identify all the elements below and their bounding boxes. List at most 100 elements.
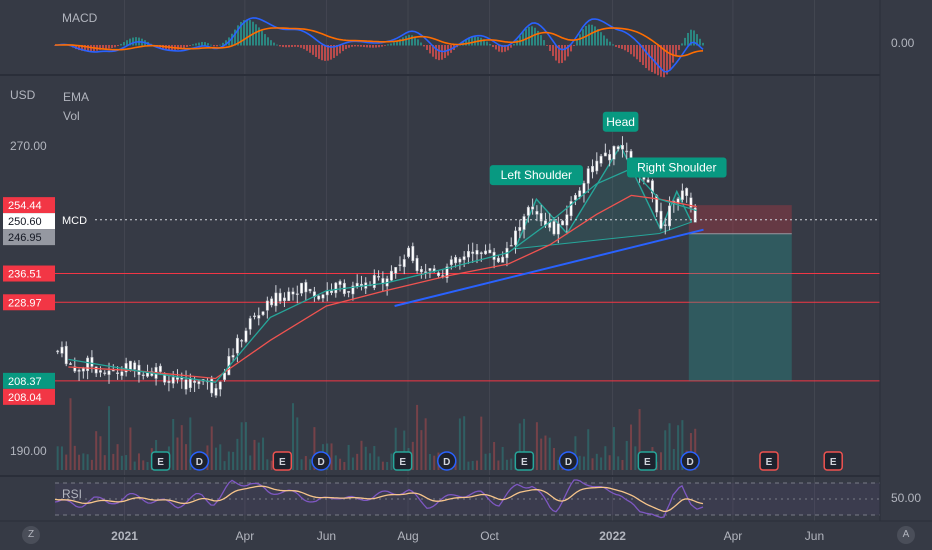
volume-bar bbox=[433, 455, 436, 470]
candle-body bbox=[377, 276, 381, 278]
volume-bar bbox=[672, 448, 675, 470]
macd-histogram-bar bbox=[516, 39, 518, 46]
volume-bar bbox=[480, 416, 483, 470]
candle-body bbox=[603, 152, 607, 157]
macd-histogram-bar bbox=[561, 45, 563, 63]
earnings-marker[interactable] bbox=[514, 451, 535, 471]
price-tag-box bbox=[3, 213, 55, 230]
macd-histogram-bar bbox=[339, 45, 341, 54]
macd-histogram-bar bbox=[432, 45, 434, 57]
take-profit-zone[interactable] bbox=[688, 233, 792, 381]
price-tag-box bbox=[3, 229, 55, 246]
macd-histogram-bar bbox=[663, 45, 665, 78]
time-axis-label: 2021 bbox=[111, 529, 138, 543]
candle-body bbox=[599, 155, 603, 164]
candle-body bbox=[334, 282, 338, 294]
macd-histogram-bar bbox=[402, 37, 404, 46]
earnings-marker[interactable] bbox=[150, 451, 171, 471]
auto-scale-button[interactable]: A bbox=[897, 526, 915, 544]
volume-bar bbox=[587, 429, 590, 470]
candle-body bbox=[479, 252, 483, 255]
macd-histogram-bar bbox=[621, 45, 623, 49]
candle-body bbox=[625, 150, 629, 153]
macd-histogram-bar bbox=[630, 45, 632, 55]
macd-histogram-bar bbox=[300, 45, 302, 48]
volume-bar bbox=[471, 460, 474, 470]
macd-histogram-bar bbox=[540, 35, 542, 46]
dividend-marker[interactable] bbox=[558, 451, 579, 471]
volume-bar bbox=[664, 430, 667, 470]
candle-body bbox=[372, 275, 376, 288]
macd-histogram-bar bbox=[438, 45, 440, 61]
macd-histogram-bar bbox=[84, 45, 86, 52]
macd-histogram-bar bbox=[324, 45, 326, 61]
dividend-marker[interactable] bbox=[189, 451, 210, 471]
macd-histogram-bar bbox=[684, 37, 686, 46]
candle-body bbox=[445, 266, 449, 279]
candle-body bbox=[73, 366, 77, 372]
earnings-marker[interactable] bbox=[392, 451, 413, 471]
macd-histogram-bar bbox=[330, 45, 332, 60]
time-axis-label: Jun bbox=[317, 529, 336, 543]
candle-body bbox=[214, 388, 218, 396]
zoom-button[interactable]: Z bbox=[22, 526, 40, 544]
volume-bar bbox=[146, 461, 149, 470]
dividend-marker[interactable] bbox=[437, 451, 457, 471]
macd-histogram-bar bbox=[483, 39, 485, 46]
candle-body bbox=[612, 146, 616, 160]
candle-body bbox=[347, 290, 351, 293]
macd-histogram-bar bbox=[636, 45, 638, 60]
candle-body bbox=[415, 257, 419, 272]
candle-body bbox=[646, 179, 650, 183]
macd-histogram-bar bbox=[567, 45, 569, 57]
candle-body bbox=[90, 357, 94, 367]
macd-histogram-bar bbox=[384, 45, 386, 46]
volume-bar bbox=[189, 417, 192, 470]
macd-histogram-bar bbox=[570, 45, 572, 52]
macd-histogram-bar bbox=[276, 44, 278, 46]
volume-bar bbox=[227, 451, 230, 470]
macd-histogram-bar bbox=[672, 45, 674, 63]
earnings-marker-label: E bbox=[279, 457, 286, 468]
dividend-marker[interactable] bbox=[311, 451, 331, 471]
volume-bar bbox=[360, 440, 363, 470]
volume-bar bbox=[625, 440, 628, 470]
volume-bar bbox=[240, 422, 243, 470]
earnings-marker[interactable] bbox=[637, 451, 658, 471]
macd-histogram-bar bbox=[528, 26, 530, 46]
candle-body bbox=[240, 340, 244, 342]
volume-bar bbox=[574, 436, 577, 470]
price-tag: 208.37 bbox=[8, 376, 42, 388]
macd-histogram-bar bbox=[579, 34, 581, 46]
dividend-marker[interactable] bbox=[680, 451, 700, 471]
candle-body bbox=[338, 281, 342, 285]
time-axis[interactable]: 2021 Apr Jun Aug Oct 2022 Apr Jun bbox=[111, 529, 824, 543]
volume-bar bbox=[694, 428, 697, 470]
price-tick-label: 270.00 bbox=[10, 139, 47, 153]
macd-histogram-bar bbox=[498, 45, 500, 52]
short-position-tool[interactable] bbox=[688, 205, 792, 381]
volume-bar bbox=[493, 442, 496, 470]
earnings-marker[interactable] bbox=[272, 451, 293, 471]
trendline[interactable] bbox=[394, 228, 704, 307]
candle-body bbox=[141, 374, 145, 376]
candle-body bbox=[56, 350, 60, 353]
macd-histogram-bar bbox=[465, 39, 467, 46]
candle-body bbox=[304, 282, 308, 293]
head-and-shoulders-pattern[interactable] bbox=[514, 144, 693, 250]
candle-body bbox=[137, 364, 141, 375]
macd-histogram-bar bbox=[603, 35, 605, 46]
candle-body bbox=[668, 205, 671, 227]
earnings-marker[interactable] bbox=[759, 451, 779, 471]
candle-body bbox=[60, 346, 64, 354]
volume-bar bbox=[313, 427, 316, 470]
macd-label: MACD bbox=[62, 11, 98, 25]
volume-bar bbox=[535, 422, 538, 470]
earnings-marker[interactable] bbox=[823, 451, 843, 471]
volume-bar bbox=[369, 453, 372, 470]
volume-bar bbox=[219, 444, 222, 470]
volume-bar bbox=[659, 452, 662, 470]
volume-bar bbox=[262, 437, 265, 470]
